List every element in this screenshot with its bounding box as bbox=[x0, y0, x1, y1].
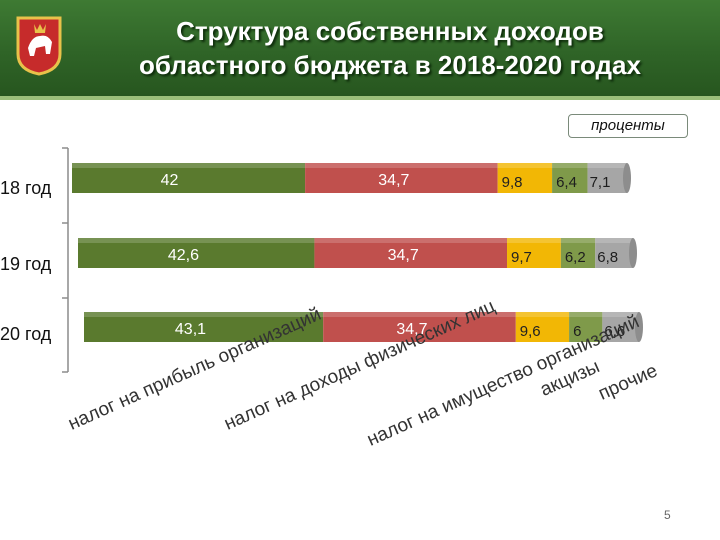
data-label: 42 bbox=[161, 172, 179, 189]
bar-end-cap bbox=[635, 312, 643, 342]
bar-segment-highlight bbox=[78, 238, 315, 243]
title-line-1: Структура собственных доходов bbox=[176, 16, 604, 46]
bar-segment bbox=[72, 163, 306, 193]
page-number: 5 bbox=[664, 508, 671, 522]
bar-segment bbox=[552, 163, 588, 193]
data-label: 6,8 bbox=[597, 249, 618, 266]
data-label: 43,1 bbox=[175, 321, 206, 338]
bar-segment-highlight bbox=[587, 163, 627, 168]
bar-segment-highlight bbox=[497, 163, 553, 168]
bar-segment-highlight bbox=[602, 312, 639, 317]
bar-segment bbox=[569, 312, 603, 342]
bar-end-cap bbox=[629, 238, 637, 268]
page-title: Структура собственных доходов областного… bbox=[80, 14, 700, 82]
category-label-2019: 19 год bbox=[0, 254, 52, 274]
data-label: 6,4 bbox=[556, 174, 577, 191]
title-line-2: областного бюджета в 2018-2020 годах bbox=[139, 50, 641, 80]
data-label: 6,6 bbox=[604, 323, 625, 340]
data-label: 6,2 bbox=[565, 249, 586, 266]
bar-segment bbox=[587, 163, 627, 193]
data-label: 9,6 bbox=[520, 323, 541, 340]
bar-segment bbox=[84, 312, 324, 342]
bar-segment-highlight bbox=[305, 163, 498, 168]
bar-segment bbox=[323, 312, 516, 342]
data-label: 34,7 bbox=[388, 247, 419, 264]
bar-segment-highlight bbox=[323, 312, 516, 317]
bar-segment-highlight bbox=[560, 238, 596, 243]
bar-segment-highlight bbox=[72, 163, 306, 168]
bar-segment-highlight bbox=[569, 312, 603, 317]
bar-segment bbox=[314, 238, 508, 268]
category-label-2020: 20 год bbox=[0, 324, 52, 344]
bar-segment-highlight bbox=[552, 163, 588, 168]
bar-segment-highlight bbox=[84, 312, 324, 317]
category-label-2018: 18 год bbox=[0, 178, 52, 198]
units-label: проценты bbox=[568, 114, 688, 138]
region-emblem-icon bbox=[16, 16, 62, 76]
data-label: 9,7 bbox=[511, 249, 532, 266]
bar-segment bbox=[497, 163, 553, 193]
bar-segment-highlight bbox=[515, 312, 570, 317]
bar-segment bbox=[507, 238, 561, 268]
bar-segment-highlight bbox=[507, 238, 561, 243]
data-label: 42,6 bbox=[168, 247, 199, 264]
bar-segment bbox=[305, 163, 498, 193]
bar-segment-highlight bbox=[314, 238, 508, 243]
bar-segment bbox=[595, 238, 633, 268]
data-label: 9,8 bbox=[502, 174, 523, 191]
data-label: 34,7 bbox=[378, 172, 409, 189]
header-banner bbox=[0, 0, 720, 96]
bar-segment-highlight bbox=[595, 238, 633, 243]
bar-segment bbox=[515, 312, 570, 342]
data-label: 6 bbox=[573, 323, 581, 340]
bar-end-cap bbox=[623, 163, 631, 193]
bar-segment bbox=[560, 238, 596, 268]
bar-segment bbox=[602, 312, 639, 342]
data-label: 7,1 bbox=[590, 174, 611, 191]
header-divider bbox=[0, 96, 720, 100]
bar-segment bbox=[78, 238, 315, 268]
data-label: 34,7 bbox=[396, 321, 427, 338]
